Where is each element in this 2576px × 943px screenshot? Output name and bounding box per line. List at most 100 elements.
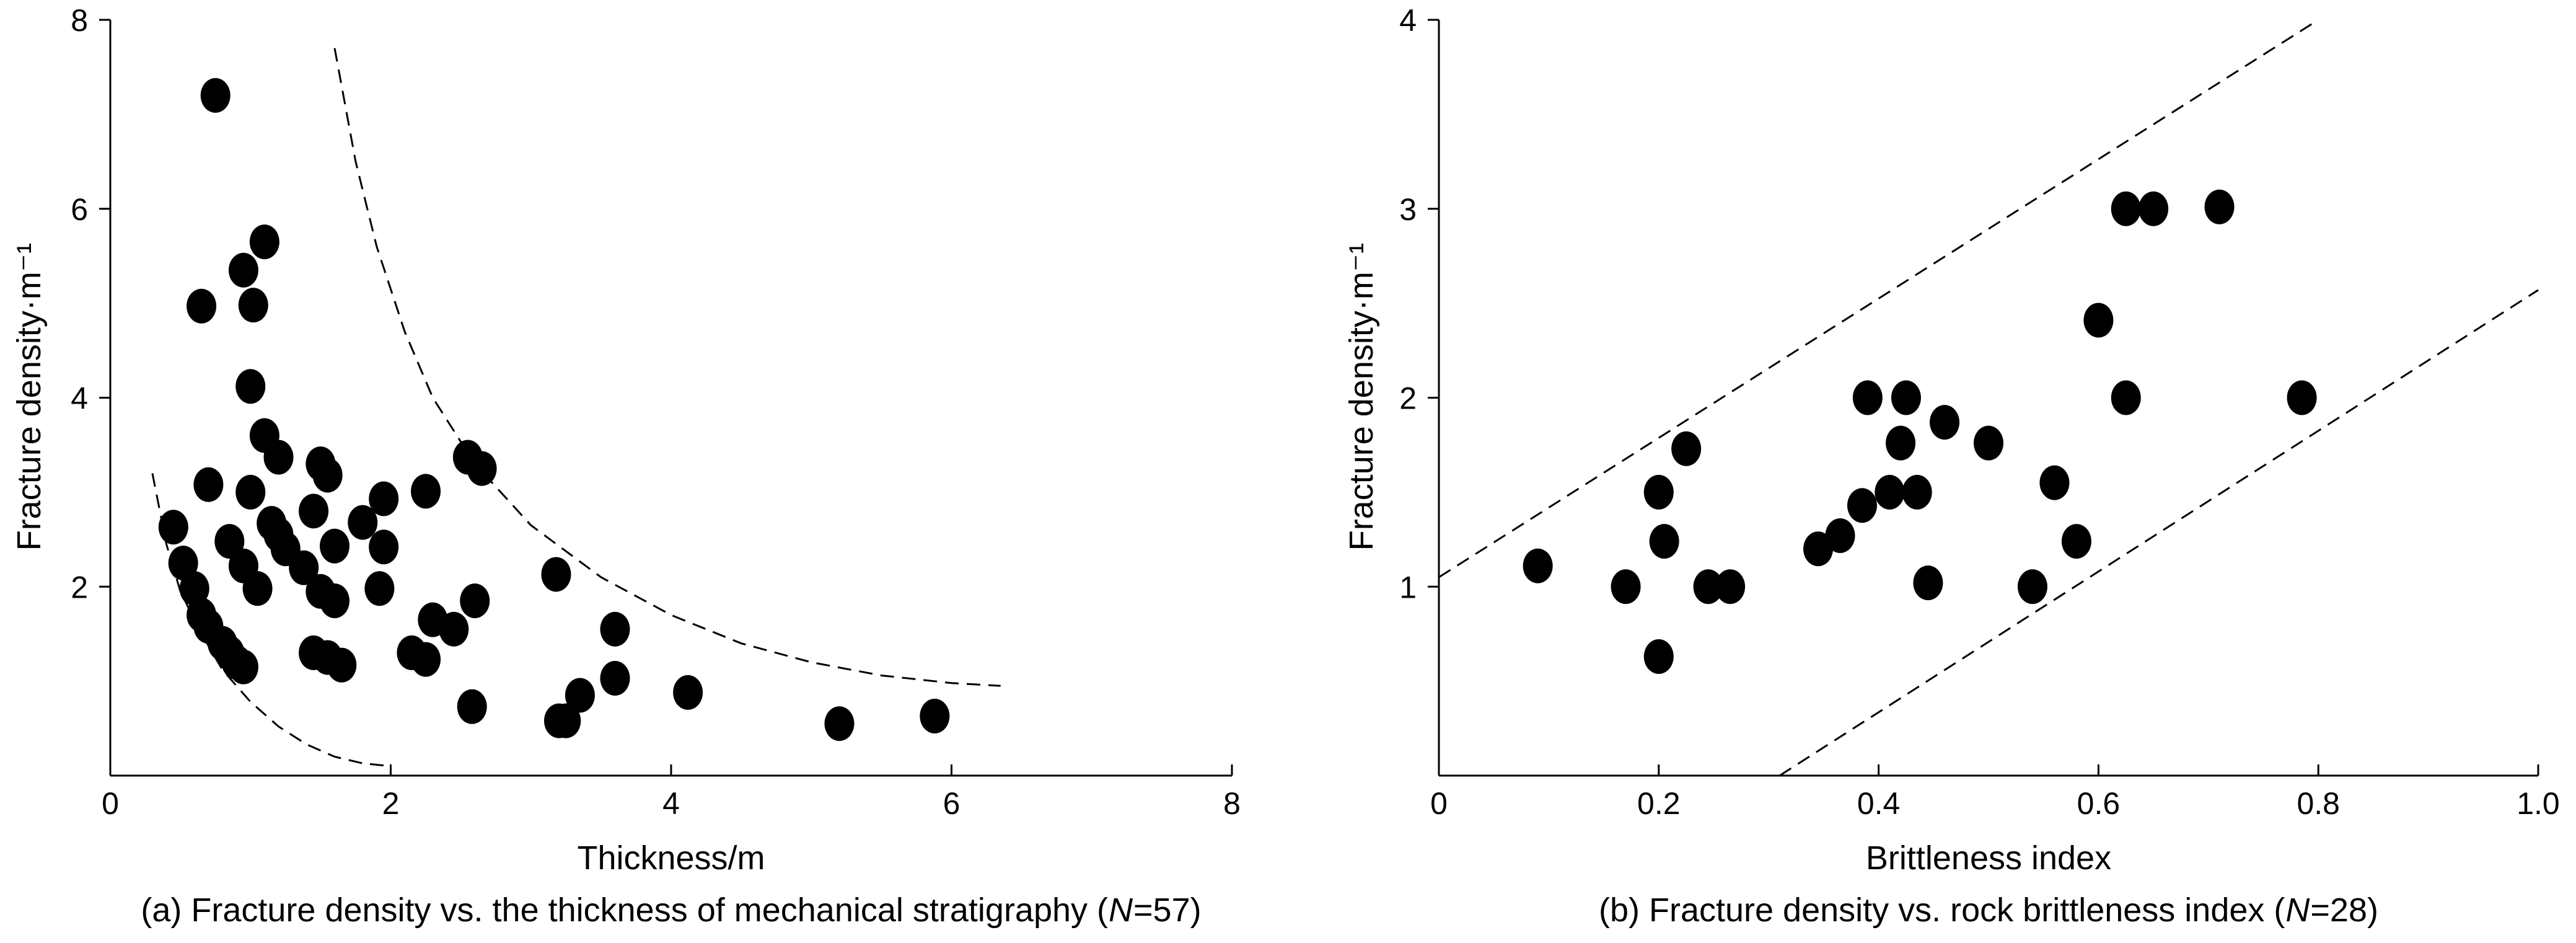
y-tick-label: 1 [1399,570,1417,604]
y-tick-label: 3 [1399,192,1417,227]
x-tick-label: 6 [943,786,961,821]
data-point [824,706,855,742]
data-point [411,474,441,509]
data-point [312,458,343,493]
caption-suffix: =57) [1133,892,1202,929]
data-point [369,529,399,565]
caption-suffix: =28) [2310,892,2378,929]
data-point [2204,189,2235,224]
caption-prefix: (b) Fracture density vs. rock brittlenes… [1599,892,2285,929]
panel-a: Thickness/m Fracture density·m⁻¹ (a) Fra… [11,3,1241,929]
data-point [327,647,357,683]
x-tick-label: 1.0 [2517,786,2560,821]
data-point [1523,548,1553,583]
data-point [187,288,217,324]
data-point [1886,425,1916,461]
data-point [541,557,571,592]
data-point [1930,405,1960,440]
data-point [242,571,273,606]
data-point [2039,465,2070,500]
caption-n: N [1109,892,1133,929]
data-point [2111,380,2141,415]
y-axis-label: Fracture density·m⁻¹ [1343,243,1380,551]
data-point [369,481,399,516]
data-point [348,505,378,540]
data-point [1891,380,1921,415]
data-point [1875,474,1905,510]
panel-b: Brittleness index Fracture density·m⁻¹ (… [1343,3,2560,929]
caption-n: N [2285,892,2310,929]
y-tick-label: 2 [71,570,88,604]
data-point [1852,380,1883,415]
data-point [920,699,950,734]
data-point [1715,569,1746,604]
data-point [214,524,245,559]
data-point [364,571,395,606]
y-tick-label: 8 [71,3,88,38]
y-tick-label: 4 [71,381,88,416]
data-point [235,474,266,510]
data-point [228,649,258,684]
data-point [600,611,630,647]
data-point [235,369,266,404]
data-point [439,611,469,647]
data-point [1671,431,1702,466]
data-point [299,494,329,529]
data-point [1913,565,1943,601]
data-point [565,678,595,713]
data-point [673,675,703,710]
data-point [270,531,301,567]
y-axis-label: Fracture density·m⁻¹ [11,243,48,551]
data-point [2017,569,2047,604]
data-point [320,528,349,564]
data-point [600,661,630,696]
y-tick-label: 6 [71,192,88,227]
data-point [1847,488,1877,523]
data-point [1649,524,1679,559]
data-point [2111,191,2141,226]
data-point [2083,303,2114,338]
x-tick-label: 8 [1223,786,1241,821]
data-point [2287,380,2317,415]
y-tick-label: 4 [1399,3,1417,38]
x-tick-label: 0.4 [1857,786,1901,821]
x-tick-label: 0.6 [2077,786,2121,821]
data-point [460,583,490,619]
data-point [238,288,268,323]
data-point [1643,474,1674,510]
data-point [228,252,258,288]
data-point [158,510,188,545]
x-tick-label: 4 [662,786,680,821]
data-point [263,440,294,475]
data-point [1974,425,2003,461]
x-tick-label: 0.2 [1637,786,1681,821]
x-axis-label: Thickness/m [577,839,765,877]
data-point [200,77,231,113]
data-point [193,467,224,502]
data-point [1611,569,1641,604]
x-tick-label: 0 [102,786,119,821]
x-tick-label: 2 [382,786,400,821]
data-point [2061,524,2091,559]
data-point [457,689,487,724]
data-point [2139,191,2169,226]
data-point [168,546,198,581]
data-point [1902,474,1932,510]
data-point [1693,569,1723,604]
x-axis-label: Brittleness index [1866,839,2111,877]
data-point [467,451,497,486]
data-point [320,583,349,619]
data-point [411,642,441,677]
x-tick-label: 0.8 [2297,786,2340,821]
envelope-dashed-line [333,48,1001,687]
envelope-dashed-line [1779,289,2539,777]
data-point [1803,531,1834,567]
data-point [1643,639,1674,675]
data-point [179,571,209,606]
caption-prefix: (a) Fracture density vs. the thickness o… [141,892,1108,929]
x-tick-label: 0 [1430,786,1448,821]
data-point [1825,518,1855,553]
data-point [249,224,279,260]
